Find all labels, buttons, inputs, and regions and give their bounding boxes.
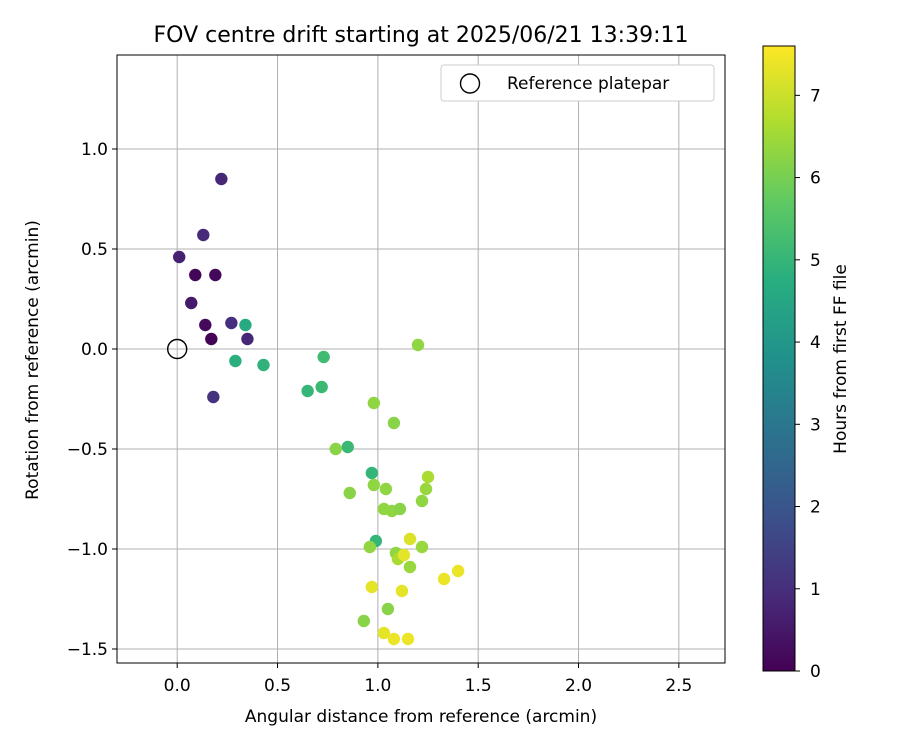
data-point	[393, 502, 407, 516]
axes: 0.0 0.5 1.0 1.5 2.0 2.5 −1.5 −1.0 −0.5 0.0 0.5 1.0	[67, 54, 726, 696]
colorbar-tick-label: 3	[810, 415, 821, 435]
legend: Reference platepar	[440, 64, 715, 102]
data-point	[185, 296, 198, 310]
data-point	[395, 584, 409, 598]
data-point	[387, 632, 401, 646]
data-point	[381, 602, 395, 616]
data-point	[173, 250, 186, 264]
data-point	[415, 494, 429, 508]
grid-lines	[117, 55, 725, 663]
y-tick-label: 0.5	[81, 240, 108, 260]
plot-frame	[116, 54, 726, 664]
data-point	[205, 332, 218, 346]
data-point	[241, 332, 254, 346]
data-point	[317, 350, 330, 364]
y-tick-label: −1.5	[67, 640, 108, 660]
data-point	[329, 442, 342, 456]
y-axis-label: Rotation from reference (arcmin)	[23, 220, 43, 500]
colorbar-tick-label: 2	[810, 498, 821, 518]
colorbar-tick-label: 0	[810, 662, 821, 682]
data-point	[387, 416, 401, 430]
data-point	[301, 384, 314, 398]
colorbar-tick-label: 5	[810, 251, 821, 271]
legend-marker-reference	[459, 73, 481, 94]
data-point	[379, 482, 393, 496]
x-tick-label: 2.0	[565, 676, 592, 696]
data-point	[357, 614, 371, 628]
data-point	[257, 358, 270, 372]
chart-title: FOV centre drift starting at 2025/06/21 …	[154, 23, 689, 48]
data-point	[215, 172, 228, 186]
y-tick-label: −1.0	[67, 540, 108, 560]
y-tick-label: 0.0	[81, 340, 108, 360]
data-point	[377, 626, 391, 640]
data-point	[225, 316, 238, 330]
colorbar-ticks: 0 1 2 3 4 5 6 7	[795, 86, 821, 682]
data-point	[189, 268, 202, 282]
data-point	[451, 564, 465, 578]
x-tick-label: 0.0	[164, 676, 191, 696]
legend-label-reference: Reference platepar	[507, 74, 669, 94]
colorbar-tick-label: 4	[810, 333, 821, 353]
data-point	[365, 580, 379, 594]
data-point	[437, 572, 451, 586]
scatter-points	[166, 172, 465, 646]
data-point	[419, 482, 433, 496]
legend-box	[440, 64, 715, 102]
data-point	[415, 540, 429, 554]
data-point	[315, 380, 328, 394]
x-tick-label: 2.5	[665, 676, 692, 696]
colorbar: 0 1 2 3 4 5 6 7 Hours from first FF file	[762, 45, 851, 682]
x-tick-label: 1.0	[364, 676, 391, 696]
y-tick-label: −0.5	[67, 440, 108, 460]
colorbar-gradient	[762, 45, 796, 672]
data-point	[199, 318, 212, 332]
colorbar-tick-label: 6	[810, 169, 821, 189]
reference-point	[166, 338, 188, 360]
data-point	[207, 390, 220, 404]
data-point	[239, 318, 252, 332]
y-tick-label: 1.0	[81, 140, 108, 160]
data-point	[229, 354, 242, 368]
data-point	[403, 560, 417, 574]
data-point	[411, 338, 425, 352]
data-point	[365, 466, 379, 480]
data-point	[401, 632, 415, 646]
data-point	[343, 486, 356, 500]
colorbar-label: Hours from first FF file	[831, 264, 851, 454]
data-point	[403, 532, 417, 546]
x-axis-label: Angular distance from reference (arcmin)	[245, 707, 597, 727]
data-point	[397, 548, 411, 562]
data-point	[197, 228, 210, 242]
data-point	[341, 440, 354, 454]
x-tick-label: 1.5	[465, 676, 492, 696]
colorbar-tick-label: 1	[810, 580, 821, 600]
data-point	[209, 268, 222, 282]
data-point	[367, 396, 381, 410]
x-tick-label: 0.5	[264, 676, 291, 696]
data-point	[363, 540, 377, 554]
colorbar-tick-label: 7	[810, 86, 821, 106]
data-point	[367, 478, 381, 492]
data-point	[421, 470, 435, 484]
